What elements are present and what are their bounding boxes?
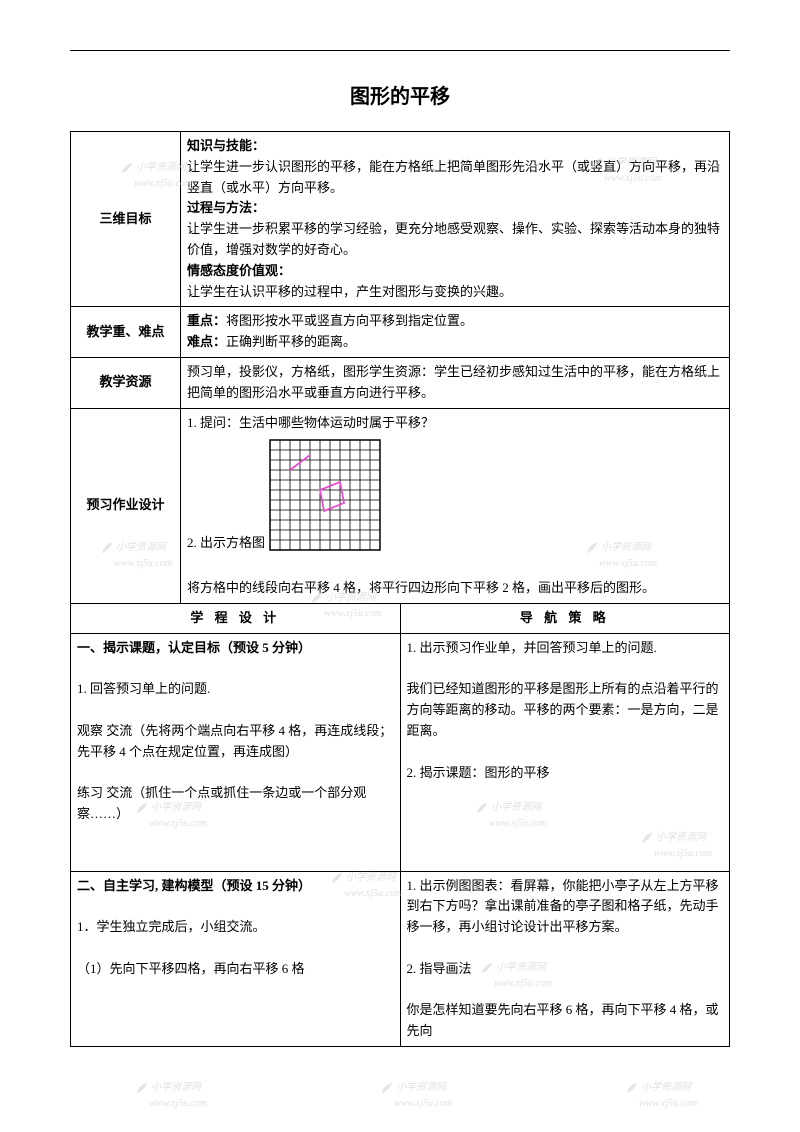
row-goals: 三维目标 知识与技能： 让学生进一步认识图形的平移，能在方格纸上把简单图形先沿水… (71, 132, 730, 307)
attitude-h: 情感态度价值观： (187, 263, 291, 278)
design-right-h: 导 航 策 略 (400, 604, 729, 633)
preview-body: 1. 提问：生活中哪些物体运动时属于平移？ 2. 出示方格图 将方格中的线段向右… (181, 408, 730, 603)
row-sec2: 二、自主学习, 建构模型（预设 15 分钟） 1．学生独立完成后，小组交流。 （… (71, 871, 730, 1046)
preview-q2: 2. 出示方格图 (187, 533, 265, 554)
row-sec1: 一、揭示课题，认定目标（预设 5 分钟） 1. 回答预习单上的问题. 观察 交流… (71, 633, 730, 871)
sec1-right: 1. 出示预习作业单，并回答预习单上的问题. 我们已经知道图形的平移是图形上所有… (400, 634, 729, 871)
sec1-right-3: 2. 揭示课题：图形的平移 (407, 763, 724, 784)
sec2-left-h: 二、自主学习, 建构模型（预设 15 分钟） (77, 878, 311, 893)
sec1-left-1: 1. 回答预习单上的问题. (77, 679, 394, 700)
focus-body: 重点：将图形按水平或竖直方向平移到指定位置。 难点：正确判断平移的距离。 (181, 307, 730, 358)
sec1-left: 一、揭示课题，认定目标（预设 5 分钟） 1. 回答预习单上的问题. 观察 交流… (71, 634, 400, 871)
row-design-header: 学 程 设 计 导 航 策 略 (71, 603, 730, 633)
sec1-right-2: 我们已经知道图形的平移是图形上所有的点沿着平行的方向等距离的移动。平移的两个要素… (407, 679, 724, 741)
resources-body: 预习单，投影仪，方格纸，图形学生资源：学生已经初步感知过生活中的平移，能在方格纸… (181, 357, 730, 408)
grid-svg (269, 439, 381, 551)
row-resources: 教学资源 预习单，投影仪，方格纸，图形学生资源：学生已经初步感知过生活中的平移，… (71, 357, 730, 408)
goals-body: 知识与技能： 让学生进一步认识图形的平移，能在方格纸上把简单图形先沿水平（或竖直… (181, 132, 730, 307)
keypoint-h: 重点： (187, 313, 226, 328)
focus-label: 教学重、难点 (71, 307, 181, 358)
difficulty-h: 难点： (187, 334, 226, 349)
preview-label: 预习作业设计 (71, 408, 181, 603)
sec2-left-1: 1．学生独立完成后，小组交流。 (77, 917, 394, 938)
keypoint-b: 将图形按水平或竖直方向平移到指定位置。 (226, 313, 473, 328)
sec2-right-3: 你是怎样知道要先向右平移 6 格，再向下平移 4 格，或先向 (407, 1000, 724, 1042)
row-preview: 预习作业设计 1. 提问：生活中哪些物体运动时属于平移？ 2. 出示方格图 将方… (71, 408, 730, 603)
preview-q1: 1. 提问：生活中哪些物体运动时属于平移？ (187, 413, 723, 434)
sec2-left: 二、自主学习, 建构模型（预设 15 分钟） 1．学生独立完成后，小组交流。 （… (71, 872, 400, 1046)
sec1-left-h: 一、揭示课题，认定目标（预设 5 分钟） (77, 640, 311, 655)
goals-label: 三维目标 (71, 132, 181, 307)
sec1-left-2: 观察 交流（先将两个端点向右平移 4 格，再连成线段；先平移 4 个点在规定位置… (77, 721, 394, 763)
page-title: 图形的平移 (70, 81, 730, 113)
sec1-left-3: 练习 交流（抓住一个点或抓住一条边或一个部分观察……） (77, 783, 394, 825)
lesson-plan-table: 三维目标 知识与技能： 让学生进一步认识图形的平移，能在方格纸上把简单图形先沿水… (70, 131, 730, 1047)
row-focus: 教学重、难点 重点：将图形按水平或竖直方向平移到指定位置。 难点：正确判断平移的… (71, 307, 730, 358)
sec2-left-2: （1）先向下平移四格，再向右平移 6 格 (77, 959, 394, 980)
attitude-b: 让学生在认识平移的过程中，产生对图形与变换的兴趣。 (187, 284, 512, 299)
preview-q3: 将方格中的线段向右平移 4 格，将平行四边形向下平移 2 格，画出平移后的图形。 (187, 578, 723, 599)
design-left-h: 学 程 设 计 (71, 604, 400, 633)
sec2-right-1: 1. 出示例图图表：看屏幕，你能把小亭子从左上方平移到右下方吗？拿出课前准备的亭… (407, 876, 724, 938)
resources-label: 教学资源 (71, 357, 181, 408)
grid-figure (269, 439, 381, 551)
process-h: 过程与方法： (187, 200, 265, 215)
sec2-right-2: 2. 指导画法 (407, 959, 724, 980)
difficulty-b: 正确判断平移的距离。 (226, 334, 356, 349)
knowledge-b: 让学生进一步认识图形的平移，能在方格纸上把简单图形先沿水平（或竖直）方向平移，再… (187, 159, 720, 195)
top-rule (70, 50, 730, 51)
sec2-right: 1. 出示例图图表：看屏幕，你能把小亭子从左上方平移到右下方吗？拿出课前准备的亭… (400, 872, 729, 1046)
knowledge-h: 知识与技能： (187, 138, 265, 153)
process-b: 让学生进一步积累平移的学习经验，更充分地感受观察、操作、实验、探索等活动本身的独… (187, 221, 720, 257)
sec1-right-1: 1. 出示预习作业单，并回答预习单上的问题. (407, 638, 724, 659)
